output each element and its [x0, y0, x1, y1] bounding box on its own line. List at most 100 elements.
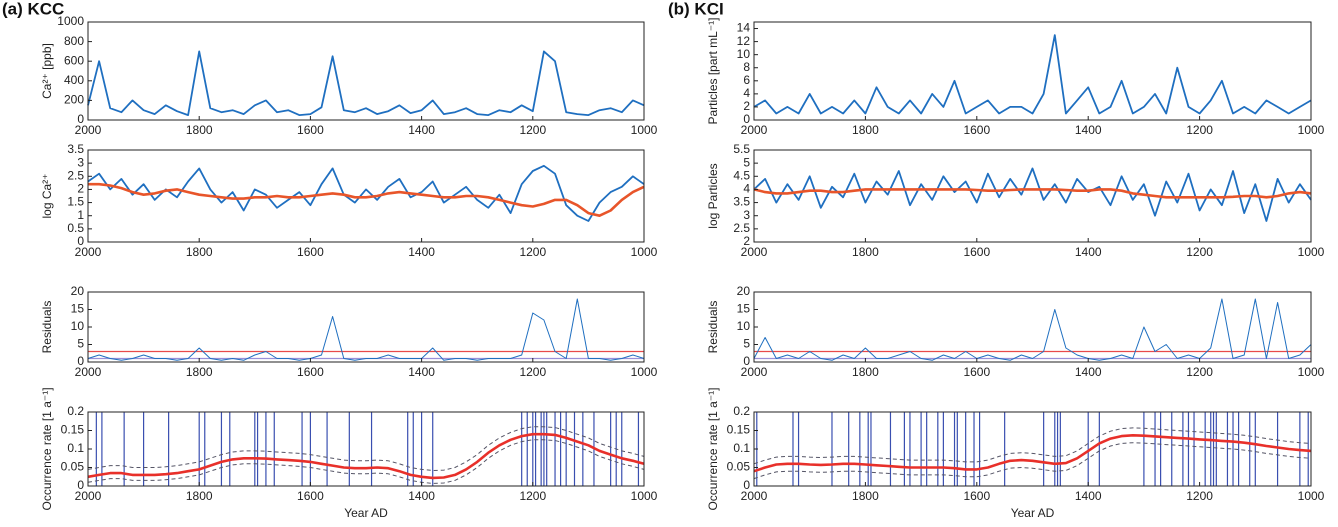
panel-title: (b) KCI [668, 0, 724, 18]
y-axis-label: Residuals [706, 301, 720, 354]
data-line [87, 50, 645, 116]
y-tick-label: 12 [737, 34, 751, 48]
x-tick-label: 1600 [297, 123, 324, 137]
y-tick-label: 2.5 [67, 168, 84, 182]
y-tick-label: 10 [71, 319, 85, 333]
x-tick-label: 1400 [1075, 365, 1102, 379]
y-tick-label: 800 [64, 34, 84, 48]
x-tick-label: 1400 [1075, 123, 1102, 137]
y-axis-label: Ca²⁺ [ppb] [40, 43, 54, 99]
x-tick-label: 1200 [519, 123, 546, 137]
y-tick-label: 15 [71, 302, 85, 316]
x-tick-label: 1200 [1186, 245, 1213, 259]
x-tick-label: 1400 [408, 245, 435, 259]
y-tick-label: 3 [743, 208, 750, 222]
x-tick-label: 1000 [1298, 365, 1325, 379]
y-tick-label: 0 [743, 478, 750, 492]
y-tick-label: 0.1 [67, 441, 84, 455]
y-tick-label: 15 [737, 302, 751, 316]
y-tick-label: 0.05 [61, 460, 85, 474]
y-tick-label: 2 [77, 182, 84, 196]
x-tick-label: 1000 [631, 365, 658, 379]
y-tick-label: 0 [743, 112, 750, 126]
x-axis-label: Year AD [1011, 506, 1055, 520]
x-tick-label: 1800 [852, 489, 879, 503]
x-tick-label: 1200 [519, 245, 546, 259]
x-tick-label: 1800 [852, 365, 879, 379]
x-tick-label: 1400 [408, 365, 435, 379]
x-tick-label: 2000 [75, 489, 102, 503]
x-tick-label: 1200 [1186, 365, 1213, 379]
x-tick-label: 1000 [631, 245, 658, 259]
x-tick-label: 1600 [297, 489, 324, 503]
x-tick-label: 1000 [1298, 489, 1325, 503]
plot-frame [753, 21, 1312, 121]
x-tick-label: 1200 [519, 489, 546, 503]
x-tick-label: 1800 [186, 245, 213, 259]
x-tick-label: 1400 [408, 123, 435, 137]
x-tick-label: 1600 [963, 123, 990, 137]
y-tick-label: 5.5 [733, 142, 750, 156]
y-tick-label: 2 [743, 99, 750, 113]
x-tick-label: 1800 [186, 123, 213, 137]
y-axis-label: Particles [part mL⁻¹] [706, 17, 720, 124]
y-tick-label: 4.5 [733, 168, 750, 182]
data-line [753, 167, 1312, 222]
x-tick-label: 2000 [741, 365, 768, 379]
x-tick-label: 1000 [1298, 245, 1325, 259]
y-tick-label: 1000 [57, 14, 84, 28]
x-tick-label: 1000 [631, 123, 658, 137]
y-tick-label: 5 [743, 337, 750, 351]
y-axis-label: Occurrence rate [1 a⁻¹] [706, 387, 720, 510]
y-tick-label: 3 [77, 155, 84, 169]
data-line [753, 427, 1312, 465]
y-tick-label: 0 [77, 234, 84, 248]
x-tick-label: 1400 [1075, 245, 1102, 259]
y-tick-label: 5 [743, 155, 750, 169]
panel-title: (a) KCC [2, 0, 64, 18]
y-tick-label: 0.05 [727, 460, 751, 474]
data-line [753, 34, 1312, 115]
data-line [87, 426, 645, 471]
x-tick-label: 1600 [297, 245, 324, 259]
data-line [87, 164, 645, 222]
data-line [753, 188, 1312, 199]
y-tick-label: 10 [737, 319, 751, 333]
y-tick-label: 20 [737, 284, 751, 298]
y-tick-label: 10 [737, 47, 751, 61]
y-tick-label: 0 [743, 354, 750, 368]
y-tick-label: 1.5 [67, 195, 84, 209]
x-tick-label: 1200 [1186, 123, 1213, 137]
x-tick-label: 1600 [297, 365, 324, 379]
y-tick-label: 0 [77, 354, 84, 368]
plot-frame [87, 149, 645, 243]
plot-frame [753, 149, 1312, 243]
y-tick-label: 0 [77, 112, 84, 126]
x-tick-label: 1800 [852, 123, 879, 137]
y-tick-label: 0.5 [67, 221, 84, 235]
data-line [753, 298, 1312, 361]
plot-frame [87, 21, 645, 121]
data-line [87, 298, 645, 361]
y-tick-label: 600 [64, 53, 84, 67]
data-line [753, 442, 1312, 480]
x-tick-label: 1000 [631, 489, 658, 503]
y-tick-label: 0 [77, 478, 84, 492]
x-tick-label: 2000 [741, 489, 768, 503]
y-tick-label: 0.15 [61, 423, 85, 437]
data-line [87, 439, 645, 484]
x-tick-label: 1600 [963, 489, 990, 503]
x-tick-label: 1600 [963, 365, 990, 379]
data-line [753, 434, 1312, 473]
x-tick-label: 1200 [519, 365, 546, 379]
y-tick-label: 3.5 [67, 142, 84, 156]
x-tick-label: 1800 [186, 365, 213, 379]
y-tick-label: 200 [64, 93, 84, 107]
y-tick-label: 400 [64, 73, 84, 87]
y-tick-label: 3.5 [733, 195, 750, 209]
data-line [88, 182, 645, 217]
x-tick-label: 2000 [75, 365, 102, 379]
y-axis-label: log Ca²⁺ [40, 173, 54, 218]
y-axis-label: log Particles [706, 163, 720, 228]
